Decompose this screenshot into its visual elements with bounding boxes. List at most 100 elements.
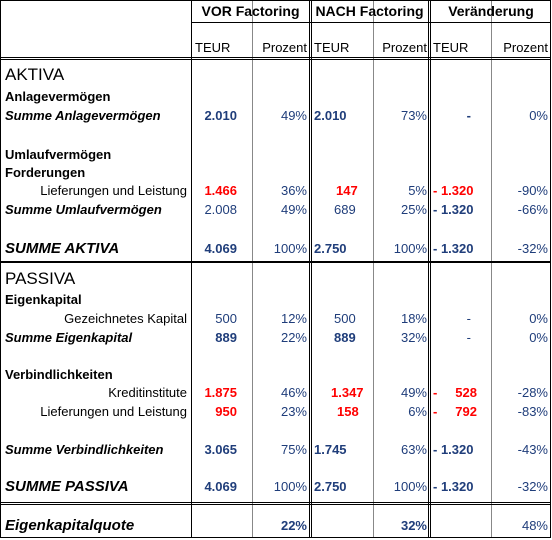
value-nach-teur: 2.750 (314, 241, 347, 256)
value-nach-teur: 2.750 (314, 479, 347, 494)
value-nach-pct: 32% (400, 518, 427, 533)
value-vor-pct: 49% (280, 202, 307, 217)
value-vor-teur: 4.069 (204, 241, 237, 256)
value-nach-pct: 6% (408, 404, 427, 419)
row-label-lieferungen: Lieferungen und Leistung (40, 404, 187, 419)
value-ver-teur: - (466, 311, 471, 326)
value-vor-pct: 12% (280, 311, 307, 326)
heading-umlaufvermoegen: Umlaufvermögen (5, 147, 112, 162)
value-vor-pct: 100% (273, 241, 307, 256)
row-label-summe-eigenkapital: Summe Eigenkapital (5, 330, 133, 345)
value-vor-pct: 49% (280, 108, 307, 123)
row-label-summe-verbindlichkeiten: Summe Verbindlichkeiten (5, 442, 164, 457)
row-divider (1, 261, 550, 263)
value-ver-pct: -43% (517, 442, 548, 457)
value-nach-pct: 25% (400, 202, 427, 217)
row-label-summe-anlage: Summe Anlagevermögen (5, 108, 161, 123)
value-ver-dash: - (433, 404, 438, 419)
value-ver-pct: 0% (529, 108, 548, 123)
value-ver-teur: - 1.320 (433, 479, 474, 494)
value-vor-pct: 100% (273, 479, 307, 494)
section-title-aktiva: AKTIVA (5, 65, 65, 84)
col-divider (491, 1, 492, 537)
heading-forderungen: Forderungen (5, 165, 86, 180)
value-nach-pct: 18% (400, 311, 427, 326)
value-ver-pct: -66% (517, 202, 548, 217)
value-vor-teur: 2.010 (204, 108, 237, 123)
row-divider (191, 22, 550, 23)
value-ver-teur: 528 (455, 385, 477, 400)
row-label-summe-aktiva: SUMME AKTIVA (5, 240, 120, 257)
header-vor: VOR Factoring (201, 3, 300, 19)
value-ver-pct: -90% (517, 183, 548, 198)
value-ver-pct: 0% (529, 330, 548, 345)
value-vor-pct: 23% (280, 404, 307, 419)
value-vor-teur: 4.069 (204, 479, 237, 494)
col-divider (373, 1, 374, 537)
value-ver-teur: - 1.320 (433, 183, 474, 198)
value-nach-pct: 100% (393, 479, 427, 494)
value-nach-teur: 500 (334, 311, 356, 326)
row-divider (1, 57, 550, 60)
value-ver-teur: - (466, 330, 471, 345)
value-ver-dash: - (433, 385, 438, 400)
row-label-lieferungen: Lieferungen und Leistung (40, 183, 187, 198)
value-ver-teur: - 1.320 (433, 241, 474, 256)
value-ver-pct: -32% (517, 479, 548, 494)
value-ver-teur: - (466, 108, 471, 123)
value-nach-teur: 1.745 (314, 442, 347, 457)
col-divider (309, 1, 312, 537)
value-nach-pct: 32% (400, 330, 427, 345)
subheader-teur: TEUR (433, 40, 469, 55)
subheader-prozent: Prozent (382, 40, 427, 55)
header-nach: NACH Factoring (315, 3, 424, 19)
value-nach-pct: 100% (393, 241, 427, 256)
value-vor-teur: 3.065 (204, 442, 237, 457)
row-label-summe-umlauf: Summe Umlaufvermögen (5, 202, 162, 217)
value-nach-pct: 73% (400, 108, 427, 123)
heading-eigenkapital: Eigenkapital (5, 292, 82, 307)
col-divider (191, 1, 192, 537)
col-divider (252, 1, 253, 537)
value-ver-pct: -83% (517, 404, 548, 419)
row-label-gezeichnetes-kapital: Gezeichnetes Kapital (64, 311, 187, 326)
subheader-prozent: Prozent (503, 40, 548, 55)
row-label-summe-passiva: SUMME PASSIVA (5, 478, 129, 495)
value-ver-pct: 48% (521, 518, 548, 533)
value-vor-teur: 950 (215, 404, 237, 419)
value-ver-pct: -32% (517, 241, 548, 256)
heading-verbindlichkeiten: Verbindlichkeiten (5, 367, 113, 382)
value-ver-teur: - 1.320 (433, 442, 474, 457)
value-vor-pct: 22% (280, 330, 307, 345)
value-nach-teur: 1.347 (331, 385, 364, 400)
value-vor-teur: 2.008 (204, 202, 237, 217)
header-veraenderung: Veränderung (448, 3, 534, 19)
subheader-teur: TEUR (314, 40, 350, 55)
value-vor-pct: 22% (280, 518, 307, 533)
col-divider (428, 1, 431, 537)
value-ver-pct: 0% (529, 311, 548, 326)
subheader-teur: TEUR (195, 40, 231, 55)
value-vor-pct: 46% (280, 385, 307, 400)
heading-anlagevermoegen: Anlagevermögen (5, 89, 111, 104)
value-ver-teur: - 1.320 (433, 202, 474, 217)
value-nach-pct: 49% (400, 385, 427, 400)
value-nach-pct: 5% (408, 183, 427, 198)
value-ver-teur: 792 (455, 404, 477, 419)
value-nach-teur: 889 (334, 330, 356, 345)
value-vor-pct: 75% (280, 442, 307, 457)
subheader-prozent: Prozent (262, 40, 307, 55)
row-divider (1, 502, 550, 505)
value-nach-teur: 158 (337, 404, 359, 419)
row-label-eigenkapitalquote: Eigenkapitalquote (5, 517, 135, 534)
value-vor-teur: 500 (215, 311, 237, 326)
value-vor-teur: 1.875 (204, 385, 237, 400)
value-ver-pct: -28% (517, 385, 548, 400)
value-nach-teur: 147 (336, 183, 358, 198)
row-label-kreditinstitute: Kreditinstitute (108, 385, 187, 400)
section-title-passiva: PASSIVA (5, 269, 76, 288)
value-vor-teur: 889 (215, 330, 237, 345)
value-nach-teur: 689 (334, 202, 356, 217)
value-vor-teur: 1.466 (204, 183, 237, 198)
